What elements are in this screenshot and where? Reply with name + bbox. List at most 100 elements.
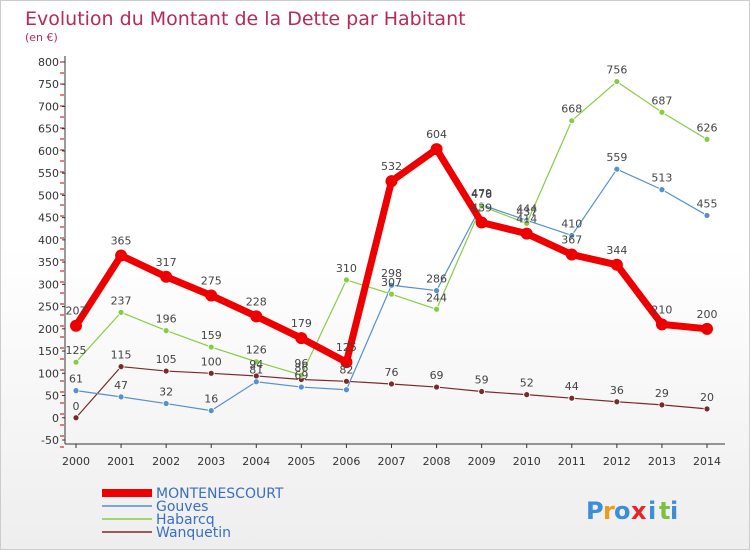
data-point-montenescourt bbox=[610, 258, 623, 271]
data-point-wanquetin bbox=[207, 369, 215, 377]
x-tick-label: 2006 bbox=[332, 455, 360, 468]
axes: -500501001502002503003504004505005506006… bbox=[38, 56, 725, 468]
data-label-wanquetin: 115 bbox=[111, 349, 132, 362]
data-label-wanquetin: 52 bbox=[520, 377, 534, 390]
data-label-wanquetin: 59 bbox=[475, 374, 489, 387]
data-label-montenescourt: 207 bbox=[66, 305, 87, 318]
data-point-habarcq bbox=[388, 290, 395, 298]
x-tick-label: 2003 bbox=[197, 455, 225, 468]
data-label-gouves: 286 bbox=[426, 273, 447, 286]
y-tick-label: 450 bbox=[38, 212, 59, 225]
data-label-gouves: 81 bbox=[249, 364, 263, 377]
y-tick-label: 350 bbox=[38, 256, 59, 269]
data-label-habarcq: 96 bbox=[294, 357, 308, 370]
data-point-montenescourt bbox=[70, 319, 82, 332]
data-label-wanquetin: 0 bbox=[73, 400, 80, 413]
data-label-habarcq: 476 bbox=[471, 188, 492, 201]
data-point-gouves bbox=[297, 383, 305, 391]
data-point-gouves bbox=[568, 232, 576, 239]
data-point-montenescourt bbox=[655, 318, 668, 331]
data-label-montenescourt: 125 bbox=[336, 341, 357, 354]
data-point-wanquetin bbox=[658, 401, 666, 409]
data-point-habarcq bbox=[297, 371, 305, 379]
data-point-habarcq bbox=[568, 117, 576, 125]
data-point-montenescourt bbox=[205, 289, 218, 302]
x-tick-label: 2008 bbox=[423, 455, 451, 468]
data-point-habarcq bbox=[117, 308, 125, 316]
data-point-gouves bbox=[343, 386, 350, 394]
data-point-gouves bbox=[658, 186, 666, 194]
data-point-wanquetin bbox=[703, 405, 711, 413]
data-labels: 0 115 105 100 94 86 82 76 69 59 52 44 36 29 20 61 47 32 16… bbox=[66, 64, 718, 413]
data-point-wanquetin bbox=[388, 380, 395, 388]
y-tick-label: 650 bbox=[38, 123, 59, 136]
y-tick-label: 100 bbox=[38, 367, 59, 380]
x-tick-label: 2009 bbox=[468, 455, 496, 468]
data-label-gouves: 479 bbox=[471, 187, 492, 200]
data-label-montenescourt: 179 bbox=[291, 317, 312, 330]
data-label-habarcq: 237 bbox=[111, 294, 132, 307]
data-label-gouves: 410 bbox=[561, 217, 582, 230]
y-tick-label: 250 bbox=[38, 301, 59, 314]
chart-subtitle: (en €) bbox=[25, 31, 58, 44]
data-point-gouves bbox=[613, 165, 621, 173]
data-label-wanquetin: 94 bbox=[249, 358, 263, 371]
data-point-habarcq bbox=[162, 327, 170, 335]
data-point-habarcq bbox=[478, 202, 486, 210]
x-tick-label: 2014 bbox=[693, 455, 721, 468]
y-tick-label: 750 bbox=[38, 78, 59, 91]
data-label-gouves: 47 bbox=[114, 379, 128, 392]
y-tick-label: 500 bbox=[38, 189, 59, 202]
y-tick-label: 50 bbox=[45, 390, 59, 403]
data-point-habarcq bbox=[72, 358, 80, 366]
data-label-wanquetin: 86 bbox=[294, 362, 308, 375]
x-tick-label: 2010 bbox=[513, 455, 541, 468]
chart-title: Evolution du Montant de la Dette par Hab… bbox=[25, 8, 466, 30]
brand-letter: t bbox=[659, 497, 670, 525]
x-tick-label: 2005 bbox=[287, 455, 315, 468]
data-point-montenescourt bbox=[565, 248, 578, 261]
x-tick-label: 2001 bbox=[107, 455, 135, 468]
data-point-montenescourt bbox=[520, 227, 533, 240]
y-tick-label: -50 bbox=[41, 434, 59, 447]
legend-label: Wanquetin bbox=[156, 525, 231, 541]
data-point-gouves bbox=[433, 287, 440, 294]
data-point-gouves bbox=[388, 281, 395, 289]
data-label-habarcq: 687 bbox=[651, 94, 672, 107]
data-label-montenescourt: 439 bbox=[471, 202, 492, 215]
data-point-wanquetin bbox=[72, 414, 80, 422]
legend-label: Habarcq bbox=[156, 512, 215, 528]
data-label-gouves: 298 bbox=[381, 267, 402, 280]
data-label-wanquetin: 69 bbox=[430, 369, 444, 382]
x-tick-label: 2002 bbox=[152, 455, 180, 468]
data-point-montenescourt bbox=[115, 249, 128, 262]
data-label-habarcq: 196 bbox=[156, 313, 177, 326]
data-point-gouves bbox=[252, 378, 260, 386]
y-tick-label: 700 bbox=[38, 100, 59, 113]
y-tick-label: 600 bbox=[38, 145, 59, 158]
data-label-gouves: 513 bbox=[651, 172, 672, 185]
data-label-montenescourt: 200 bbox=[697, 308, 718, 321]
data-point-gouves bbox=[207, 407, 215, 415]
data-label-gouves: 455 bbox=[697, 197, 718, 210]
data-point-habarcq bbox=[433, 305, 440, 313]
data-label-wanquetin: 76 bbox=[385, 366, 399, 379]
data-label-habarcq: 437 bbox=[516, 205, 537, 218]
data-label-gouves: 61 bbox=[69, 373, 83, 386]
data-label-wanquetin: 100 bbox=[201, 355, 222, 368]
x-tick-label: 2004 bbox=[242, 455, 270, 468]
data-label-montenescourt: 275 bbox=[201, 274, 222, 287]
data-point-wanquetin bbox=[523, 391, 531, 399]
data-point-wanquetin bbox=[162, 367, 170, 375]
data-label-gouves: 69 bbox=[294, 369, 308, 382]
data-point-wanquetin bbox=[478, 388, 486, 395]
data-label-montenescourt: 317 bbox=[156, 256, 177, 269]
data-label-montenescourt: 365 bbox=[111, 234, 132, 247]
data-point-gouves bbox=[117, 393, 125, 401]
data-point-montenescourt bbox=[430, 143, 443, 156]
data-label-montenescourt: 414 bbox=[516, 213, 537, 226]
data-point-wanquetin bbox=[117, 363, 125, 371]
